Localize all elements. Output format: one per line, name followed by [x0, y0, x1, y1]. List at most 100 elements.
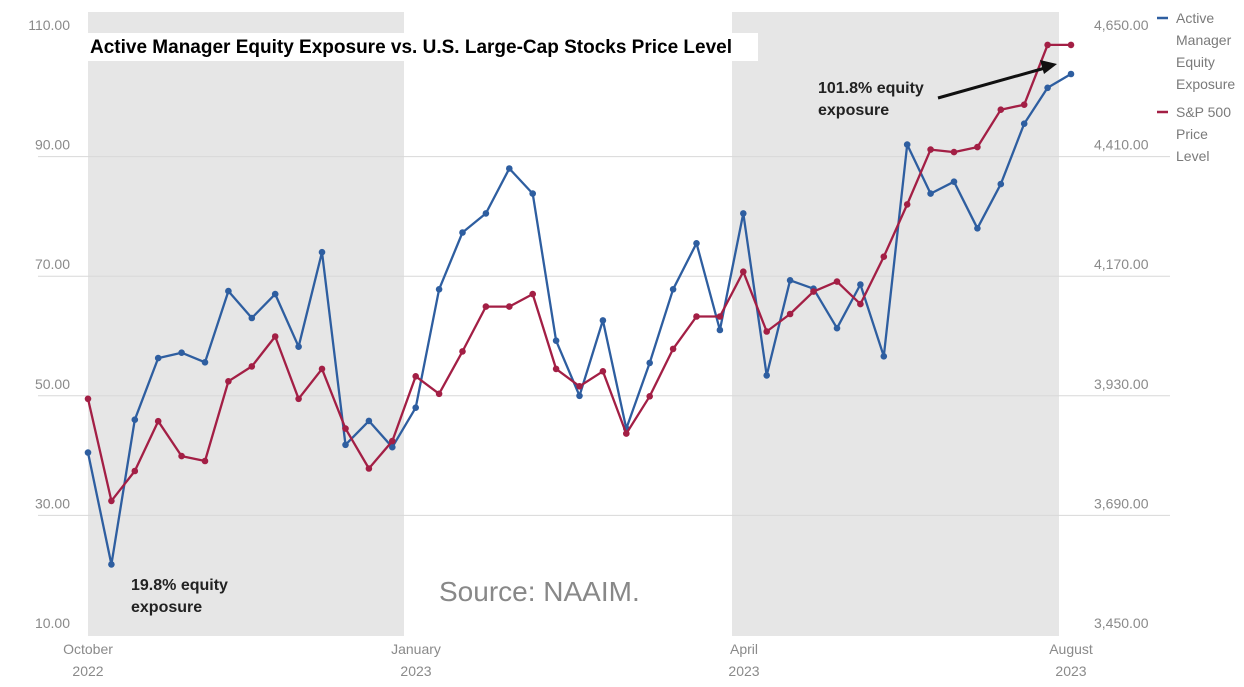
- legend: Active Manager Equity Exposure S&P 500 Price L…: [1157, 10, 1235, 164]
- x-tick-label: January: [391, 641, 441, 657]
- legend-label: S&P 500: [1176, 104, 1231, 120]
- annotation-text: 19.8% equity: [131, 577, 228, 594]
- equity-exposure-series-point: [786, 277, 794, 284]
- right-tick-label: 4,410.00: [1094, 137, 1149, 153]
- equity-exposure-series-point: [389, 443, 396, 451]
- equity-exposure-series-point: [552, 337, 560, 345]
- shaded-bands: [88, 12, 1059, 636]
- sp500-series-point: [716, 313, 724, 320]
- x-tick-label: 2022: [72, 663, 103, 679]
- annotation-text: exposure: [818, 102, 889, 119]
- equity-exposure-series-point: [693, 240, 700, 247]
- sp500-series-point: [997, 106, 1005, 113]
- right-tick-label: 3,690.00: [1094, 495, 1149, 511]
- sp500-series-point: [1020, 101, 1028, 108]
- equity-exposure-series-point: [903, 141, 911, 148]
- equity-exposure-series-point: [927, 190, 934, 197]
- equity-exposure-series-point: [974, 225, 981, 232]
- left-tick-label: 10.00: [35, 615, 70, 631]
- equity-exposure-series-point: [669, 286, 677, 293]
- sp500-series-point: [506, 303, 513, 310]
- sp500-series-point: [903, 201, 911, 208]
- sp500-series-point: [365, 465, 373, 472]
- equity-exposure-series-point: [248, 314, 256, 322]
- equity-exposure-series-point: [154, 354, 162, 362]
- equity-exposure-series-point: [318, 248, 326, 256]
- x-tick-label: 2023: [1055, 663, 1086, 679]
- x-tick-label: April: [730, 641, 758, 657]
- equity-exposure-series-point: [716, 326, 724, 334]
- sp500-series-point: [84, 395, 92, 403]
- sp500-series-point: [1044, 41, 1051, 49]
- sp500-series-point: [646, 393, 653, 400]
- right-tick-label: 4,170.00: [1094, 256, 1149, 272]
- sp500-series-point: [974, 143, 981, 151]
- sp500-series-point: [623, 430, 630, 437]
- sp500-series-point: [108, 497, 115, 505]
- equity-exposure-series-point: [1067, 70, 1075, 78]
- equity-exposure-series-point: [84, 449, 92, 456]
- sp500-series-point: [857, 300, 864, 308]
- equity-exposure-series-point: [271, 290, 279, 298]
- sp500-series-point: [880, 253, 888, 260]
- sp500-series-point: [529, 290, 536, 298]
- equity-exposure-series-point: [342, 441, 349, 449]
- sp500-series-point: [1067, 41, 1075, 49]
- equity-exposure-series: [84, 70, 1075, 568]
- x-tick-label: 2023: [400, 663, 431, 679]
- equity-exposure-series-point: [740, 210, 747, 217]
- equity-exposure-series-point: [412, 404, 420, 412]
- sp500-series-point: [599, 368, 607, 375]
- equity-exposure-series-point: [576, 392, 583, 400]
- equity-exposure-series-point: [833, 324, 841, 332]
- equity-exposure-series-point: [482, 210, 490, 217]
- sp500-series-point: [248, 363, 256, 370]
- sp500-series-point: [693, 313, 700, 320]
- left-tick-label: 50.00: [35, 376, 70, 392]
- left-axis: 110.00 90.00 70.00 50.00 30.00 10.00: [28, 17, 70, 631]
- left-tick-label: 70.00: [35, 256, 70, 272]
- equity-exposure-series-point: [435, 286, 443, 293]
- legend-label: Exposure: [1176, 76, 1235, 92]
- equity-exposure-series-point: [950, 178, 958, 185]
- equity-exposure-series-point: [295, 343, 302, 351]
- equity-exposure-series-point: [997, 180, 1005, 188]
- equity-exposure-series-point: [529, 190, 536, 197]
- sp500-series-point: [271, 333, 279, 340]
- equity-exposure-series-point: [108, 561, 115, 568]
- right-tick-label: 3,450.00: [1094, 615, 1149, 631]
- annotation-arrow: [937, 66, 1046, 100]
- right-tick-label: 3,930.00: [1094, 376, 1149, 392]
- x-axis: October 2022 January 2023 April 2023 August 202…: [63, 641, 1093, 679]
- equity-exposure-series-point: [201, 359, 209, 366]
- legend-label: Price: [1176, 126, 1208, 142]
- shaded-band: [88, 12, 404, 636]
- sp500-series-point: [552, 365, 560, 373]
- equity-exposure-series-point: [365, 417, 373, 425]
- arrow-annotation: [937, 60, 1057, 100]
- sp500-series-point: [482, 303, 490, 310]
- sp500-series-point: [763, 328, 770, 335]
- sp500-series-point: [389, 437, 396, 445]
- equity-exposure-series-point: [131, 416, 139, 424]
- equity-exposure-series-point: [225, 287, 232, 295]
- sp500-series-point: [178, 452, 185, 460]
- sp500-series-point: [833, 278, 841, 285]
- sp500-series: [84, 41, 1075, 505]
- left-tick-label: 90.00: [35, 137, 70, 153]
- right-tick-label: 4,650.00: [1094, 17, 1149, 33]
- annotation-text: exposure: [131, 599, 202, 616]
- legend-label: Level: [1176, 148, 1209, 164]
- sp500-series-point: [459, 348, 466, 355]
- equity-exposure-series-point: [506, 165, 513, 172]
- left-tick-label: 110.00: [28, 17, 70, 33]
- sp500-series-point: [810, 288, 817, 295]
- sp500-series-point: [295, 395, 302, 403]
- series-layer: [84, 41, 1075, 568]
- equity-exposure-series-point: [857, 281, 864, 288]
- sp500-series-point: [131, 467, 139, 475]
- equity-exposure-series-point: [1044, 84, 1051, 92]
- equity-exposure-series-point: [646, 359, 653, 367]
- x-tick-label: August: [1049, 641, 1093, 657]
